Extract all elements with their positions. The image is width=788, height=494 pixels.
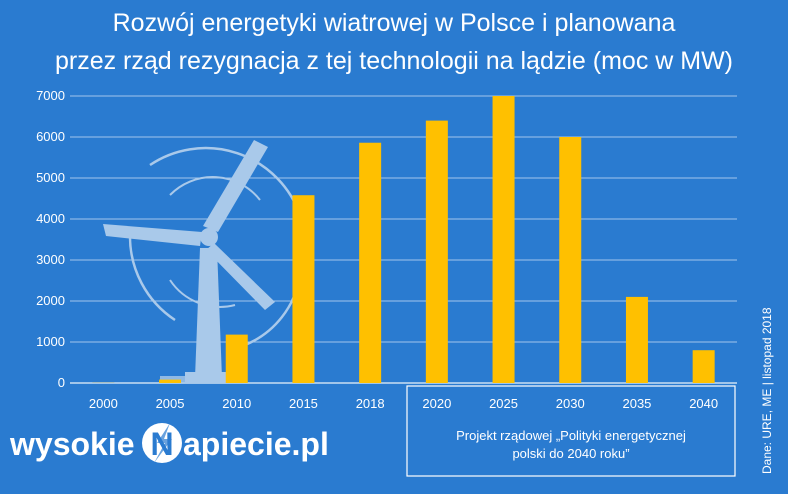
wind-turbine-icon [103, 140, 302, 383]
y-tick-label: 2000 [36, 293, 65, 308]
chart-title-line-2: przez rząd rezygnacja z tej technologii … [55, 47, 733, 75]
bar-2018 [359, 142, 382, 383]
y-tick-label: 3000 [36, 252, 65, 267]
x-axis-ticks: 2000 2005 2010 2015 2018 2020 2025 2030 2035 2040 [89, 396, 718, 411]
logo-letter: N [150, 426, 173, 462]
bars [92, 96, 715, 383]
y-tick-label: 1000 [36, 334, 65, 349]
bar-2015 [292, 195, 315, 383]
x-tick-label: 2030 [556, 396, 585, 411]
x-tick-label: 2015 [289, 396, 318, 411]
projection-box [406, 385, 736, 477]
x-tick-label: 2010 [222, 396, 251, 411]
y-axis-ticks: 0 1000 2000 3000 4000 5000 6000 7000 [36, 88, 65, 390]
x-tick-label: 2035 [622, 396, 651, 411]
x-tick-label: 2020 [422, 396, 451, 411]
bar-2040 [692, 350, 715, 383]
bar-2010 [225, 334, 248, 383]
bar-2035 [625, 296, 648, 383]
chart-title-line-1: Rozwój energetyki wiatrowej w Polsce i p… [113, 9, 676, 37]
logo: wysokie N apiecie.pl [9, 423, 329, 463]
bar-2030 [559, 137, 582, 383]
bar-2020 [425, 120, 448, 383]
x-tick-label: 2018 [356, 396, 385, 411]
x-tick-label: 2005 [156, 396, 185, 411]
x-tick-label: 2000 [89, 396, 118, 411]
projection-note-line-2: polski do 2040 roku” [512, 446, 629, 461]
y-tick-label: 0 [58, 375, 65, 390]
x-tick-label: 2025 [489, 396, 518, 411]
lightning-icon [154, 423, 172, 463]
source-label: Dane: URE, ME | listopad 2018 [760, 307, 774, 474]
y-tick-label: 5000 [36, 170, 65, 185]
y-tick-label: 4000 [36, 211, 65, 226]
bar-2025 [492, 96, 515, 383]
logo-text-right: apiecie.pl [183, 426, 329, 462]
y-tick-label: 7000 [36, 88, 65, 103]
logo-text-left: wysokie [9, 426, 135, 462]
y-tick-label: 6000 [36, 129, 65, 144]
projection-note-line-1: Projekt rządowej „Polityki energetycznej [456, 428, 686, 443]
bar-2005 [159, 379, 182, 383]
x-tick-label: 2040 [689, 396, 718, 411]
